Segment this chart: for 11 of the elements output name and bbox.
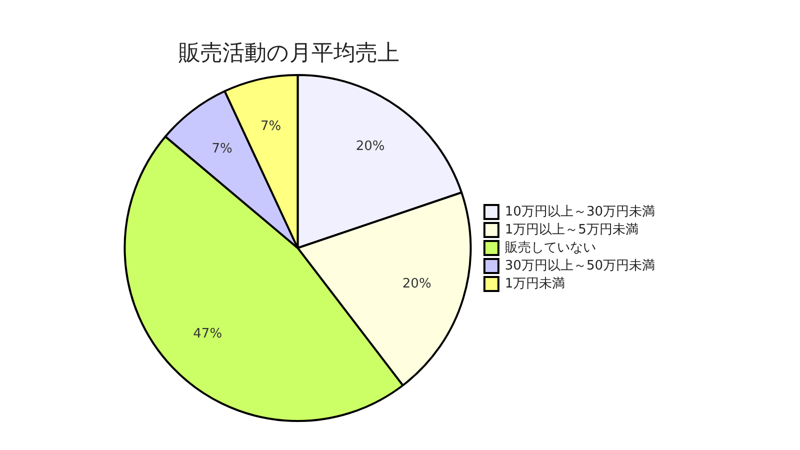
data-label: 7% [212,141,232,156]
legend-label: 30万円以上～50万円未満 [504,258,656,274]
chart-title: 販売活動の月平均売上 [178,40,400,68]
data-label: 20% [356,139,385,154]
data-label: 47% [193,326,222,342]
legend-label: 1万円以上～5万円未満 [504,222,638,238]
legend-label: 1万円未満 [504,276,566,292]
legend-label: 10万円以上～30万円未満 [504,204,656,220]
data-label: 7% [260,118,282,134]
data-label: 20% [402,276,432,292]
legend-label: 販売していない [504,240,596,256]
